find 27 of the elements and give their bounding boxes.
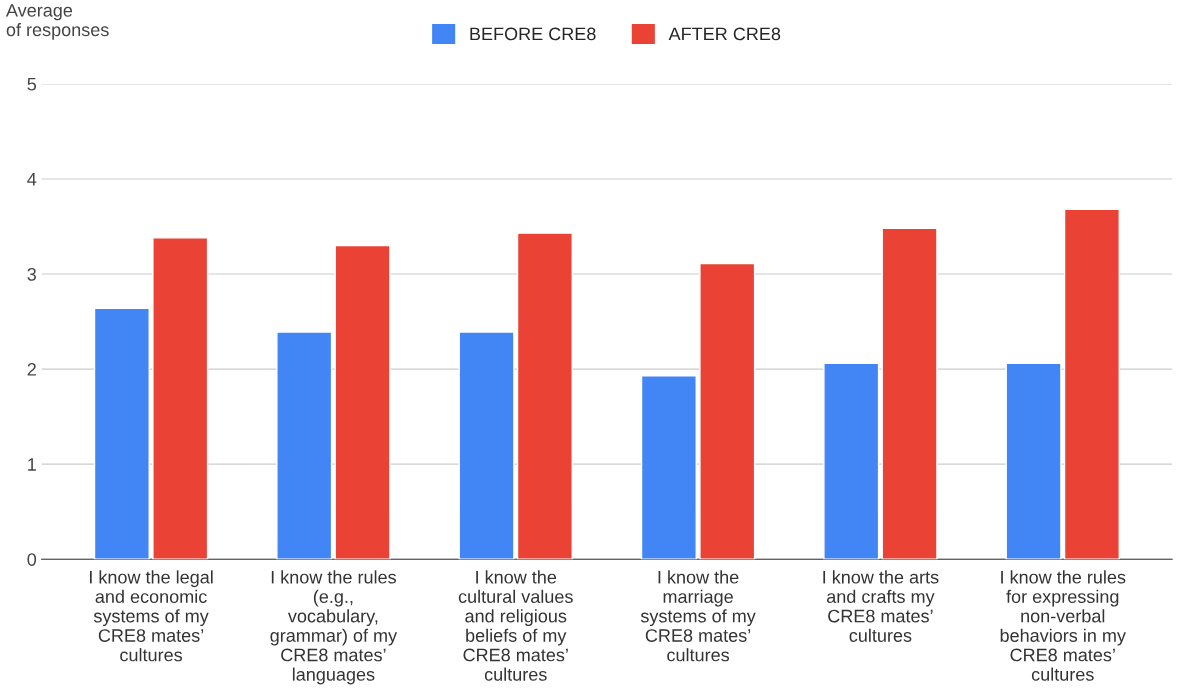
x-tick-label: I know the rules for expressing non-verbal behaviors in my CRE8 mates’ cultures: [1000, 570, 1126, 681]
y-tick-label: 0: [27, 553, 37, 566]
x-tick-label: I know the marriage systems of my CRE8 mates’ cultures: [640, 570, 756, 662]
x-tick-label: I know the legal and economic systems of my CRE8 mates’ cultures: [89, 570, 213, 662]
bar: [152, 237, 209, 560]
bar: [1063, 208, 1120, 560]
bar: [640, 375, 697, 560]
y-tick-label: 4: [27, 173, 37, 186]
y-tick-label: 2: [27, 363, 36, 376]
legend-label: AFTER CRE8: [668, 27, 781, 41]
bar: [1005, 362, 1062, 560]
bar: [823, 362, 880, 560]
bar: [334, 244, 391, 560]
bar: [881, 227, 938, 560]
y-axis-title: Average of responses: [5, 4, 109, 40]
x-tick-label: I know the rules (e.g., vocabulary, grammar) of my CRE8 mates’ languages: [270, 570, 398, 685]
y-tick-label: 5: [27, 78, 37, 91]
bar: [699, 262, 756, 560]
bar: [93, 307, 150, 560]
bar: [276, 331, 333, 560]
y-tick-label: 3: [27, 267, 36, 281]
x-tick-label: I know the arts and crafts my CRE8 mates’ cultures: [823, 570, 939, 642]
y-tick-label: 1: [28, 458, 36, 471]
x-tick-label: I know the cultural values and religious beliefs of my CRE8 mates’ cultures: [458, 570, 573, 681]
bar: [516, 232, 573, 560]
bar: [458, 331, 515, 560]
legend-label: BEFORE CRE8: [470, 27, 596, 41]
